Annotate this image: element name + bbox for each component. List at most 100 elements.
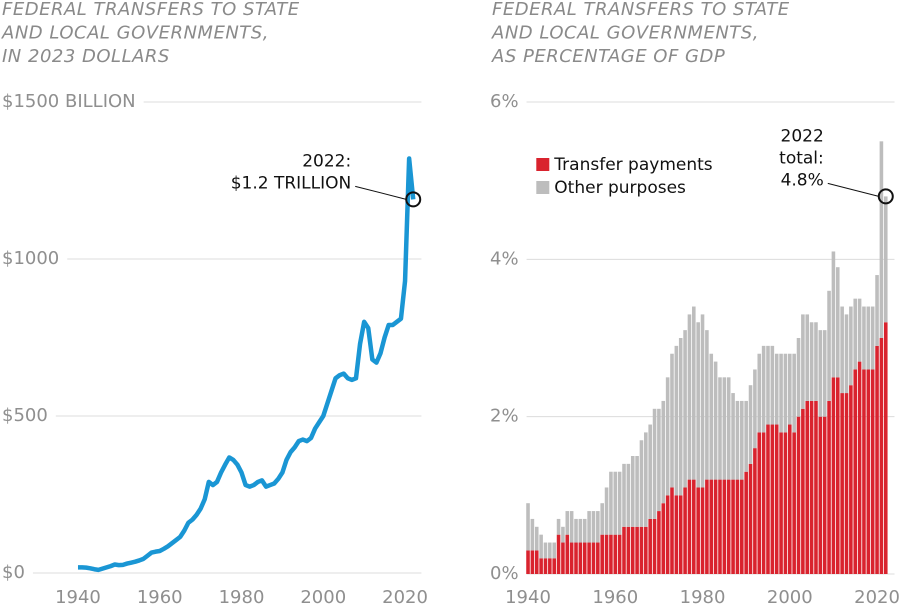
bar-segment — [726, 377, 731, 480]
bar-segment — [622, 526, 626, 574]
bar-segment — [870, 369, 875, 574]
bar-segment — [831, 377, 836, 574]
bar-segment — [609, 534, 613, 574]
bar-segment — [596, 511, 600, 543]
y-tick-label: $0 — [2, 562, 25, 583]
bar-segment — [783, 353, 788, 433]
bar-segment — [539, 534, 543, 559]
bar-segment — [561, 542, 565, 574]
bar-segment — [796, 416, 801, 574]
bar-segment — [630, 456, 635, 527]
chart-title: AND LOCAL GOVERNMENTS, — [491, 23, 759, 44]
bar-segment — [552, 558, 556, 574]
bar-segment — [626, 463, 631, 527]
bar-segment — [740, 400, 744, 480]
bar-segment — [718, 377, 722, 480]
chart-title: AND LOCAL GOVERNMENTS, — [1, 23, 269, 44]
annotation-text: 2022: — [302, 151, 351, 171]
y-tick-label: 4% — [490, 248, 519, 269]
x-tick-label: 2000 — [767, 587, 813, 608]
bar-segment — [539, 558, 543, 574]
bar-segment — [600, 534, 604, 574]
bar-segment — [705, 330, 709, 480]
bar-segment — [818, 330, 823, 417]
bar-segment — [678, 495, 683, 574]
bar-segment — [718, 479, 722, 574]
bar-segment — [543, 542, 548, 559]
legend-label: Transfer payments — [553, 155, 712, 175]
bar-segment — [740, 479, 744, 574]
bar-segment — [831, 251, 836, 378]
bar-segment — [604, 534, 609, 574]
bar-segment — [644, 432, 648, 527]
y-tick-label: $500 — [2, 405, 48, 426]
bar-segment — [578, 542, 583, 574]
bar-segment — [814, 400, 818, 574]
bar-segment — [587, 542, 591, 574]
x-tick-label: 1960 — [137, 587, 183, 608]
bar-segment — [574, 518, 578, 543]
bar-segment — [609, 471, 613, 535]
bar-segment — [665, 377, 670, 496]
annotation-marker — [877, 188, 894, 205]
chart-title: FEDERAL TRANSFERS TO STATE — [2, 0, 300, 20]
bar-segment — [792, 432, 796, 574]
x-tick-label: 1940 — [505, 587, 551, 608]
bar-segment — [748, 463, 753, 574]
bar-segment — [779, 432, 783, 574]
bar-segment — [626, 526, 631, 574]
bar-segment — [561, 526, 565, 543]
bar-segment — [670, 353, 674, 488]
bar-segment — [827, 400, 831, 574]
bar-segment — [534, 526, 539, 551]
bar-segment — [801, 408, 805, 574]
bar-segment — [556, 534, 561, 574]
bar-segment — [582, 518, 587, 543]
bar-segment — [644, 526, 648, 574]
bar-segment — [779, 353, 783, 433]
bar-segment — [635, 526, 639, 574]
bar-segment — [709, 353, 714, 480]
bar-segment — [648, 424, 652, 519]
annotation-text: 4.8% — [781, 170, 824, 190]
bar-segment — [700, 314, 705, 488]
bar-segment — [835, 267, 840, 378]
annotation-marker — [405, 191, 422, 208]
bar-segment — [879, 141, 884, 338]
bar-segment — [883, 196, 888, 323]
legend-swatch — [536, 158, 550, 171]
bar-segment — [809, 322, 814, 401]
bar-segment — [657, 408, 661, 512]
bar-segment — [630, 526, 635, 574]
y-tick-label: 0% — [490, 563, 519, 584]
bar-segment — [761, 345, 766, 433]
bar-segment — [591, 542, 596, 574]
bar-segment — [622, 463, 626, 527]
annotation-text: $1.2 TRILLION — [231, 173, 352, 193]
bar-segment — [879, 338, 884, 574]
bar-segment — [744, 471, 748, 574]
bar-segment — [530, 518, 535, 551]
chart-title: AS PERCENTAGE OF GDP — [491, 46, 725, 67]
bar-segment — [822, 330, 827, 417]
bar-segment — [543, 558, 548, 574]
bar-segment — [805, 400, 810, 574]
bar-segment — [670, 487, 674, 574]
bar-segment — [696, 487, 700, 574]
bar-segment — [853, 369, 858, 574]
bar-segment — [639, 526, 644, 574]
bar-segment — [835, 377, 840, 574]
bar-segment — [774, 353, 779, 425]
bar-segment — [862, 306, 866, 370]
bar-segment — [591, 511, 596, 543]
y-tick-label: $1000 — [2, 248, 59, 269]
bar-segment — [534, 550, 539, 574]
bar-segment — [731, 393, 735, 480]
bar-segment — [578, 518, 583, 543]
annotation-leader — [355, 185, 407, 200]
bar-segment — [548, 558, 552, 574]
bar-segment — [692, 306, 696, 480]
bar-segment — [548, 542, 552, 559]
bar-segment — [600, 503, 604, 535]
bar-segment — [849, 306, 853, 386]
